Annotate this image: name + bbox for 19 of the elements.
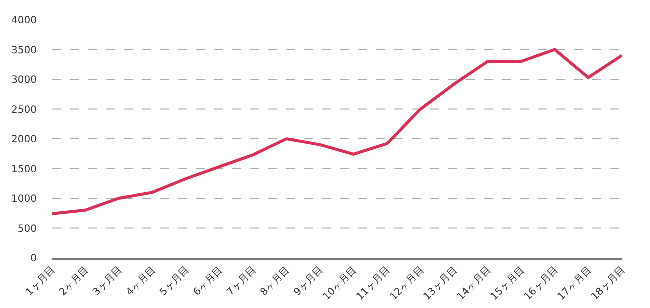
y-tick-label: 1500 xyxy=(12,164,37,176)
x-tick-label: 1ヶ月目 xyxy=(24,264,58,298)
y-tick-label: 4000 xyxy=(12,16,37,26)
x-tick-label: 4ヶ月目 xyxy=(124,264,158,298)
y-tick-label: 500 xyxy=(18,224,37,235)
x-tick-label: 2ヶ月目 xyxy=(58,264,92,298)
y-tick-label: 1000 xyxy=(12,194,37,205)
x-tick-label: 5ヶ月目 xyxy=(158,264,192,298)
x-tick-label: 8ヶ月目 xyxy=(258,264,292,298)
x-tick-label: 3ヶ月目 xyxy=(91,264,125,298)
x-tick-label: 6ヶ月目 xyxy=(192,264,226,298)
y-tick-label: 0 xyxy=(30,254,37,264)
y-tick-label: 3000 xyxy=(12,75,37,86)
y-tick-label: 3500 xyxy=(12,45,37,56)
y-tick-label: 2000 xyxy=(12,134,37,146)
x-tick-label: 18ヶ月目 xyxy=(590,264,628,303)
x-tick-label: 7ヶ月目 xyxy=(225,264,259,298)
line-series xyxy=(52,48,622,216)
y-tick-label: 2500 xyxy=(12,104,37,116)
